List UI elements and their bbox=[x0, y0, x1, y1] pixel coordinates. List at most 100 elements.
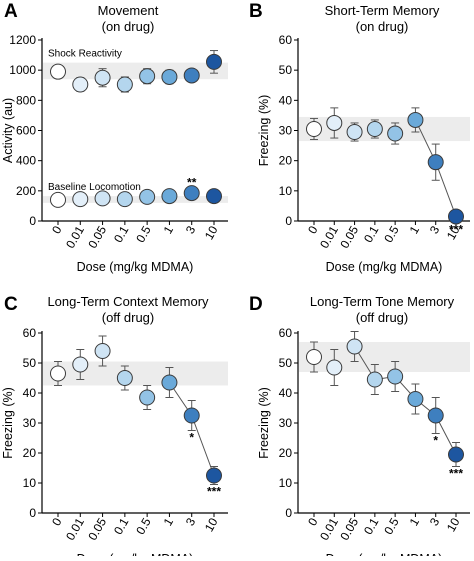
panel-subtitle: (off drug) bbox=[102, 310, 155, 325]
data-point bbox=[366, 120, 383, 137]
x-tick-label: 0.1 bbox=[361, 515, 382, 537]
panel-letter: B bbox=[249, 1, 263, 22]
data-point bbox=[139, 68, 156, 85]
y-tick-label: 30 bbox=[279, 416, 293, 430]
x-tick-label: 0.1 bbox=[361, 223, 382, 245]
y-tick-label: 50 bbox=[279, 63, 293, 77]
y-tick-label: 30 bbox=[279, 124, 293, 138]
data-point bbox=[94, 69, 111, 86]
data-point bbox=[387, 125, 404, 142]
panel-title: Long-Term Context Memory bbox=[47, 294, 209, 309]
data-point bbox=[161, 374, 178, 391]
panel-letter: D bbox=[249, 294, 263, 315]
x-tick-label: 3 bbox=[183, 515, 199, 528]
x-axis-label: Dose (mg/kg MDMA) bbox=[326, 260, 443, 274]
panel-letter: C bbox=[4, 294, 18, 315]
data-point bbox=[206, 467, 222, 484]
x-tick-label: 0 bbox=[49, 515, 65, 528]
x-tick-label: 3 bbox=[427, 515, 443, 528]
x-tick-label: 0.01 bbox=[317, 515, 341, 543]
y-tick-label: 60 bbox=[23, 326, 37, 340]
data-point bbox=[94, 343, 111, 359]
x-tick-label: 0.5 bbox=[381, 223, 402, 245]
y-tick-label: 0 bbox=[29, 506, 36, 520]
y-tick-label: 20 bbox=[279, 446, 293, 460]
data-point bbox=[448, 208, 464, 225]
x-tick-label: 1 bbox=[161, 223, 177, 236]
y-tick-label: 1000 bbox=[9, 63, 36, 77]
x-tick-label: 10 bbox=[444, 515, 463, 534]
x-axis-label: Dose (mg/kg MDMA) bbox=[326, 552, 443, 556]
data-point bbox=[346, 338, 363, 355]
x-axis-label: Dose (mg/kg MDMA) bbox=[77, 552, 194, 556]
data-point bbox=[346, 124, 363, 141]
x-tick-label: 0.05 bbox=[337, 515, 361, 543]
data-point bbox=[206, 188, 222, 205]
panel-c: C Long-Term Context Memory(off drug)01020… bbox=[1, 294, 228, 561]
x-axis-label: Dose (mg/kg MDMA) bbox=[77, 260, 194, 274]
data-point bbox=[183, 407, 200, 424]
data-point bbox=[94, 190, 111, 207]
data-point bbox=[407, 111, 424, 128]
y-tick-label: 400 bbox=[16, 154, 36, 168]
y-axis-label: Freezing (%) bbox=[257, 387, 271, 459]
x-tick-label: 10 bbox=[202, 223, 221, 242]
data-point bbox=[72, 356, 89, 373]
x-tick-label: 1 bbox=[407, 515, 423, 528]
y-tick-label: 0 bbox=[285, 214, 292, 228]
significance-star: * bbox=[189, 431, 194, 445]
data-point bbox=[50, 63, 66, 80]
y-tick-label: 30 bbox=[23, 416, 37, 430]
x-tick-label: 0 bbox=[305, 515, 321, 528]
y-tick-label: 20 bbox=[23, 446, 37, 460]
x-tick-label: 10 bbox=[444, 223, 463, 242]
x-tick-label: 0.1 bbox=[111, 515, 132, 537]
data-point bbox=[326, 114, 343, 131]
significance-star: *** bbox=[207, 485, 221, 499]
panel-subtitle: (on drug) bbox=[356, 19, 409, 34]
data-point bbox=[72, 191, 89, 208]
x-tick-label: 0.5 bbox=[133, 223, 154, 245]
y-tick-label: 40 bbox=[23, 386, 37, 400]
panel-b: B Short-Term Memory(on drug)0102030405060… bbox=[249, 1, 470, 274]
data-point bbox=[306, 349, 322, 365]
data-point bbox=[326, 359, 343, 376]
x-tick-label: 0.5 bbox=[381, 515, 402, 537]
panel-title: Long-Term Tone Memory bbox=[310, 294, 455, 309]
y-tick-label: 40 bbox=[279, 386, 293, 400]
data-point bbox=[448, 446, 464, 463]
data-point bbox=[161, 68, 178, 85]
x-tick-label: 0.05 bbox=[85, 223, 109, 251]
reference-band bbox=[43, 62, 228, 80]
data-point bbox=[427, 154, 444, 171]
data-point bbox=[387, 368, 404, 385]
data-point bbox=[116, 191, 133, 208]
y-tick-label: 600 bbox=[16, 124, 36, 138]
panel-d: D Long-Term Tone Memory(off drug)01020304… bbox=[249, 294, 470, 561]
data-point bbox=[116, 370, 133, 386]
y-tick-label: 40 bbox=[279, 93, 293, 107]
y-tick-label: 0 bbox=[285, 506, 292, 520]
x-tick-label: 0.05 bbox=[85, 515, 109, 543]
reference-band bbox=[43, 196, 228, 203]
panel-a: A Movement(on drug) 0 200 400 600 800 1000 1200 0… bbox=[1, 1, 228, 274]
series-label: Shock Reactivity bbox=[48, 49, 122, 60]
data-point bbox=[183, 67, 200, 84]
data-point bbox=[161, 188, 178, 205]
x-tick-label: 3 bbox=[427, 223, 443, 236]
y-tick-label: 10 bbox=[279, 184, 293, 198]
x-tick-label: 3 bbox=[183, 223, 199, 236]
data-point bbox=[407, 391, 424, 407]
panel-subtitle: (off drug) bbox=[356, 310, 409, 325]
significance-star: * bbox=[433, 434, 438, 448]
y-tick-label: 60 bbox=[279, 33, 293, 47]
series: *** bbox=[306, 107, 464, 237]
data-point bbox=[72, 76, 89, 93]
x-tick-label: 0.5 bbox=[133, 515, 154, 537]
series: Shock Reactivity bbox=[48, 49, 222, 93]
panel-title: Movement bbox=[98, 3, 159, 18]
y-axis-label: Activity (au) bbox=[1, 98, 15, 163]
x-tick-label: 0.01 bbox=[63, 515, 87, 543]
x-tick-label: 1 bbox=[407, 223, 423, 236]
reference-band bbox=[299, 116, 470, 142]
